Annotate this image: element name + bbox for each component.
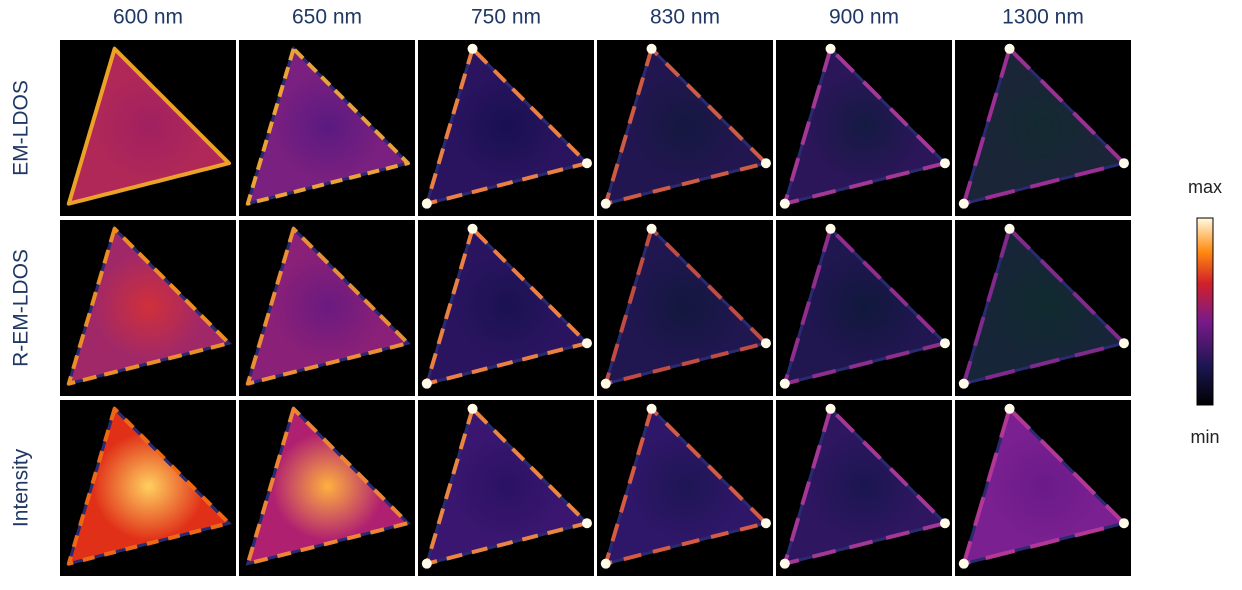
corner-hotspot [467,43,478,54]
corner-hotspot [825,403,836,414]
corner-hotspot [1004,43,1015,54]
corner-hotspot [760,338,771,349]
triangle-edge [961,406,1126,566]
corner-hotspot [600,558,611,569]
triangle-edge [66,226,231,386]
corner-hotspot [958,198,969,209]
triangle-edge [66,46,231,206]
corner-hotspot [958,378,969,389]
row-label: Intensity [10,448,33,527]
corner-hotspot [646,223,657,234]
corner-hotspot [467,403,478,414]
triangle-edge [603,46,768,206]
column-header: 830 nm [650,6,720,29]
corner-hotspot [779,378,790,389]
column-header: 1300 nm [1002,6,1084,29]
column-header: 650 nm [292,6,362,29]
corner-hotspot [939,338,950,349]
triangle-edge [245,46,410,206]
row-label: R-EM-LDOS [10,249,33,367]
triangle-edge [782,46,947,206]
corner-hotspot [581,518,592,529]
column-header: 900 nm [829,6,899,29]
corner-hotspot [646,403,657,414]
corner-hotspot [1004,223,1015,234]
triangle-edge [603,406,768,566]
corner-hotspot [779,558,790,569]
corner-hotspot [1118,518,1129,529]
colorbar [1196,217,1214,406]
corner-hotspot [600,198,611,209]
triangle-edge [424,406,589,566]
corner-hotspot [600,378,611,389]
triangle-edge [961,226,1126,386]
corner-hotspot [421,558,432,569]
triangle-edge [782,406,947,566]
column-header: 600 nm [113,6,183,29]
triangle-edge [603,226,768,386]
triangle-edge [424,46,589,206]
triangle-edge [245,406,410,566]
column-header: 750 nm [471,6,541,29]
triangle-edge [424,226,589,386]
corner-hotspot [421,378,432,389]
corner-hotspot [760,158,771,169]
triangle-edge [782,226,947,386]
triangle-edge [245,226,410,386]
corner-hotspot [1004,403,1015,414]
corner-hotspot [779,198,790,209]
corner-hotspot [646,43,657,54]
colorbar-min: min [1190,427,1219,447]
corner-hotspot [825,223,836,234]
colorbar-max: max [1188,177,1222,197]
triangle-edge [961,46,1126,206]
corner-hotspot [1118,158,1129,169]
corner-hotspot [581,338,592,349]
corner-hotspot [467,223,478,234]
corner-hotspot [958,558,969,569]
corner-hotspot [825,43,836,54]
row-label: EM-LDOS [10,80,33,176]
corner-hotspot [1118,338,1129,349]
corner-hotspot [581,158,592,169]
corner-hotspot [939,158,950,169]
triangle-edge [66,406,231,566]
corner-hotspot [760,518,771,529]
corner-hotspot [421,198,432,209]
corner-hotspot [939,518,950,529]
